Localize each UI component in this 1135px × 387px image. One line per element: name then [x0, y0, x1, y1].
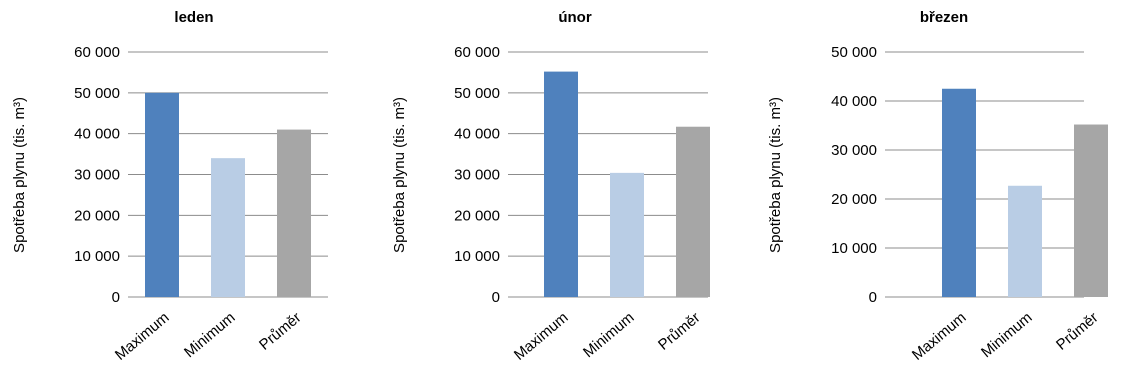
- chart-title: leden: [174, 9, 213, 26]
- y-tick-label: 40 000: [74, 126, 120, 143]
- x-tick-label: Maximum: [511, 309, 572, 364]
- y-tick-label: 10 000: [831, 240, 877, 257]
- y-tick-label: 60 000: [454, 44, 500, 61]
- y-tick-label: 60 000: [74, 44, 120, 61]
- x-tick-label: Průměr: [256, 309, 305, 354]
- y-tick-label: 0: [492, 289, 500, 306]
- x-tick-label: Minimum: [181, 309, 239, 361]
- y-tick-label: 10 000: [454, 248, 500, 265]
- y-tick-label: 50 000: [454, 85, 500, 102]
- bar-maximum: [544, 71, 578, 297]
- bar-průměr: [676, 126, 710, 297]
- chart-leden: leden Spotřeba plynu (tis. m³) 0 10 000 20 0…: [11, 9, 328, 364]
- x-tick-label: Minimum: [580, 309, 638, 361]
- x-tick-label: Minimum: [978, 309, 1036, 361]
- x-tick-label: Maximum: [909, 309, 970, 364]
- y-tick-label: 10 000: [74, 248, 120, 265]
- y-tick-label: 50 000: [74, 85, 120, 102]
- y-tick-label: 30 000: [74, 167, 120, 184]
- y-tick-label: 30 000: [831, 142, 877, 159]
- y-axis-label: Spotřeba plynu (tis. m³): [391, 97, 408, 253]
- bar-maximum: [145, 92, 179, 297]
- y-tick-label: 30 000: [454, 167, 500, 184]
- y-tick-label: 20 000: [831, 191, 877, 208]
- x-tick-label: Maximum: [112, 309, 173, 364]
- y-tick-label: 0: [112, 289, 120, 306]
- y-axis-label: Spotřeba plynu (tis. m³): [767, 97, 784, 253]
- y-tick-label: 50 000: [831, 44, 877, 61]
- y-tick-label: 0: [869, 289, 877, 306]
- chart-title: březen: [920, 9, 968, 26]
- bar-průměr: [1074, 124, 1108, 298]
- bar-minimum: [211, 158, 245, 297]
- bar-maximum: [942, 88, 976, 297]
- y-tick-label: 40 000: [454, 126, 500, 143]
- chart-title: únor: [558, 9, 591, 26]
- x-tick-label: Průměr: [1053, 309, 1102, 354]
- x-tick-label: Průměr: [655, 309, 704, 354]
- bar-minimum: [1008, 185, 1042, 297]
- chart-unor: únor Spotřeba plynu (tis. m³) 0 10 000 20 00…: [391, 9, 710, 364]
- y-axis-label: Spotřeba plynu (tis. m³): [11, 97, 28, 253]
- bar-průměr: [277, 129, 311, 297]
- y-tick-label: 20 000: [454, 207, 500, 224]
- y-tick-label: 40 000: [831, 93, 877, 110]
- chart-brezen: březen Spotřeba plynu (tis. m³) 0 10 000 20 …: [767, 9, 1108, 364]
- y-tick-label: 20 000: [74, 207, 120, 224]
- bar-minimum: [610, 172, 644, 297]
